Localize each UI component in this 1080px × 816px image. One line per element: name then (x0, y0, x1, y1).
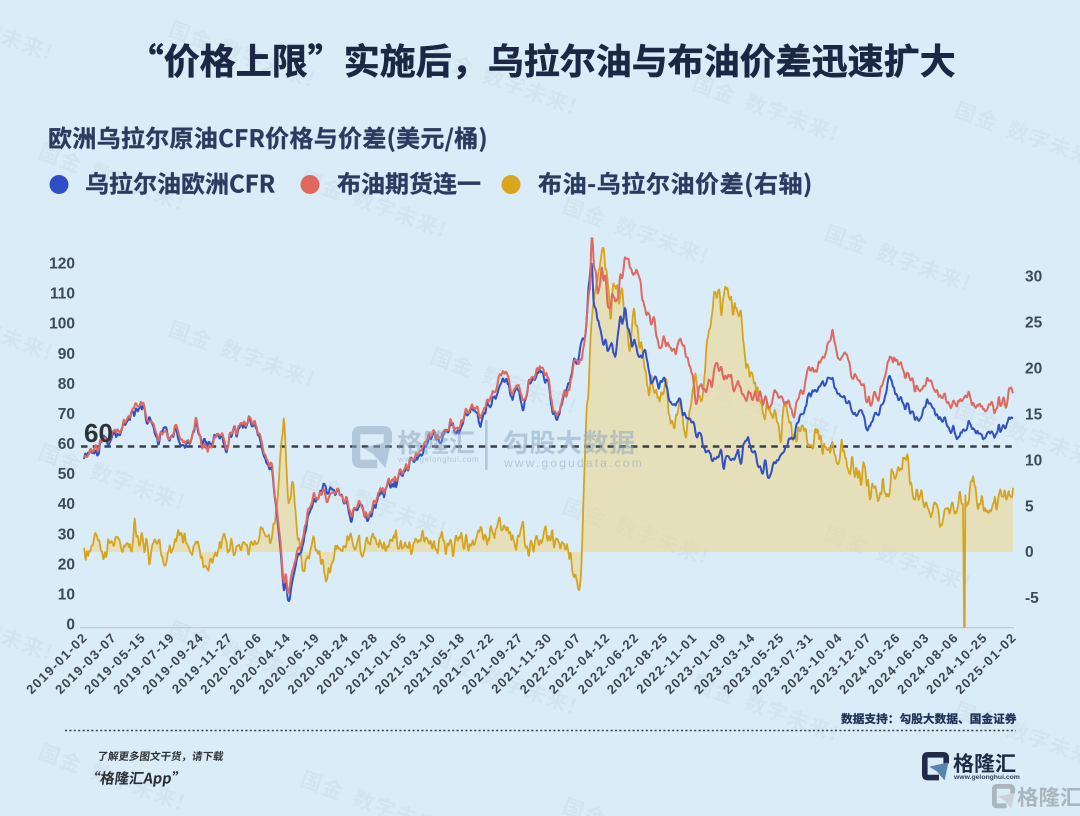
svg-text:-5: -5 (1025, 590, 1039, 607)
svg-text:50: 50 (58, 466, 75, 483)
svg-text:40: 40 (58, 496, 75, 513)
svg-text:25: 25 (1025, 315, 1043, 332)
svg-text:60: 60 (84, 418, 113, 448)
svg-text:www.gelonghui.com: www.gelonghui.com (397, 455, 479, 464)
svg-text:10: 10 (58, 586, 75, 603)
svg-text:20: 20 (1025, 360, 1042, 377)
svg-text:100: 100 (49, 316, 75, 333)
svg-text:80: 80 (58, 376, 75, 393)
svg-text:120: 120 (49, 256, 75, 273)
svg-text:30: 30 (58, 526, 75, 543)
svg-text:10: 10 (1025, 452, 1042, 469)
svg-text:www.gogudata.com: www.gogudata.com (503, 456, 644, 470)
svg-text:0: 0 (1025, 544, 1034, 561)
svg-text:20: 20 (58, 556, 75, 573)
svg-text:5: 5 (1025, 498, 1034, 515)
svg-text:www.gelonghui.com: www.gelonghui.com (953, 774, 1020, 781)
svg-text:0: 0 (66, 617, 75, 634)
svg-text:60: 60 (58, 436, 75, 453)
svg-text:70: 70 (58, 406, 75, 423)
svg-text:30: 30 (1025, 269, 1042, 286)
svg-text:15: 15 (1025, 406, 1043, 423)
svg-text:90: 90 (58, 346, 75, 363)
svg-text:110: 110 (50, 286, 75, 303)
